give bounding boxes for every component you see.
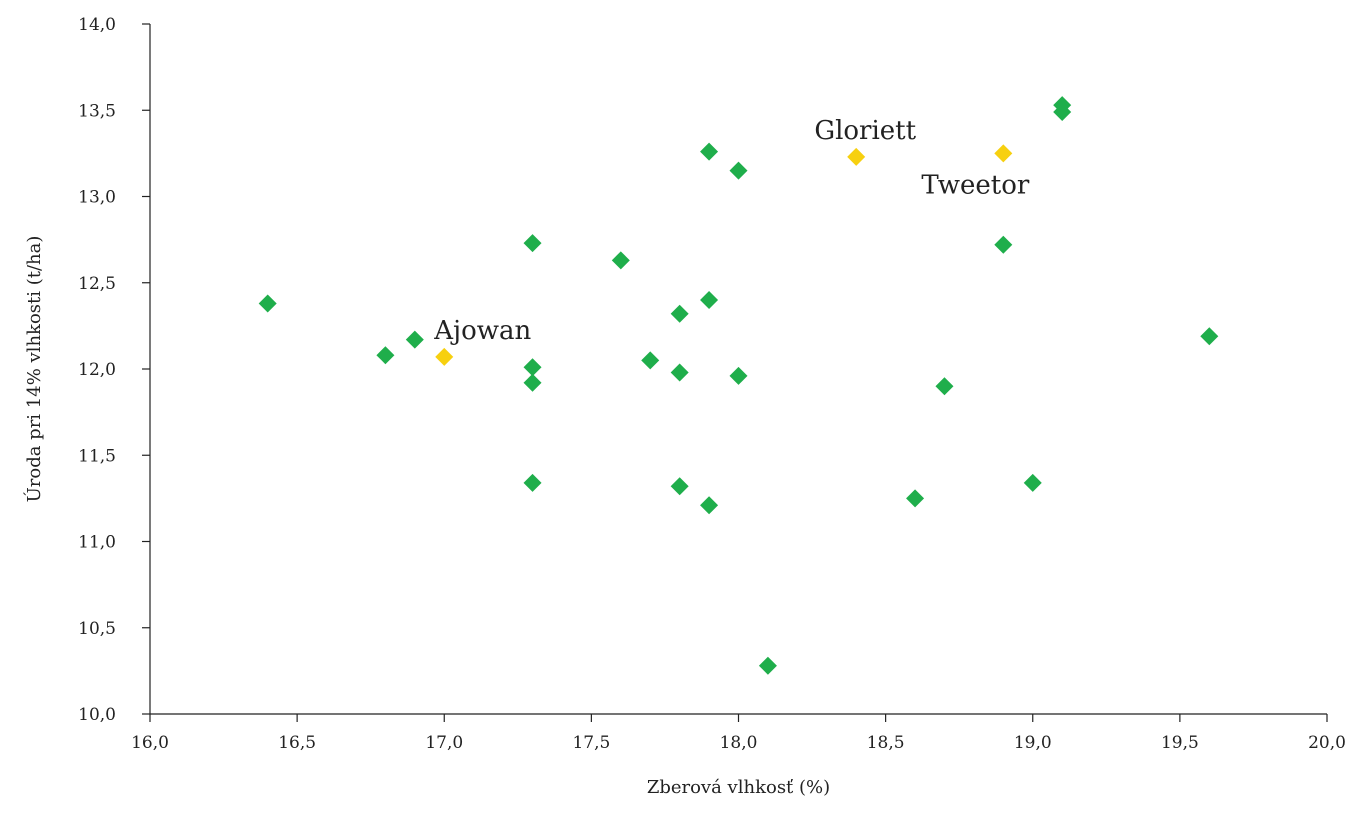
data-point <box>994 235 1013 254</box>
data-point <box>258 294 277 313</box>
y-axis-ticks: 10,0 10,5 11,0 11,5 12,0 12,5 13,0 13,5 14,0 <box>78 15 150 725</box>
data-point <box>523 234 542 253</box>
x-tick-label: 20,0 <box>1308 733 1346 753</box>
x-tick-label: 17,0 <box>425 733 463 753</box>
data-point <box>670 477 689 496</box>
data-point <box>729 366 748 385</box>
y-tick-label: 10,5 <box>78 619 116 639</box>
data-points <box>258 96 1219 675</box>
data-point <box>376 346 395 365</box>
data-point <box>641 351 660 370</box>
x-tick-label: 18,0 <box>720 733 758 753</box>
data-point <box>1053 102 1072 121</box>
y-tick-label: 12,5 <box>78 274 116 294</box>
data-point <box>523 373 542 392</box>
data-point <box>1023 473 1042 492</box>
data-point <box>405 330 424 349</box>
x-tick-label: 19,0 <box>1014 733 1052 753</box>
data-point <box>700 291 719 309</box>
x-axis-title: Zberová vlhkosť (%) <box>647 777 830 798</box>
x-tick-label: 16,5 <box>278 733 316 753</box>
data-point <box>935 377 954 396</box>
y-tick-label: 13,0 <box>78 188 116 208</box>
y-tick-label: 14,0 <box>78 15 116 35</box>
y-tick-label: 11,5 <box>78 446 116 466</box>
data-point <box>670 363 689 382</box>
highlighted-point <box>847 147 866 166</box>
x-tick-label: 16,0 <box>131 733 169 753</box>
data-point <box>523 473 542 492</box>
data-point <box>758 656 777 675</box>
x-axis-ticks: 16,0 16,5 17,0 17,5 18,0 18,5 19,0 19,5 20,0 <box>131 714 1346 753</box>
data-point <box>670 304 689 323</box>
data-point <box>700 496 719 515</box>
x-tick-label: 17,5 <box>572 733 610 753</box>
y-tick-label: 13,5 <box>78 101 116 121</box>
x-tick-label: 19,5 <box>1161 733 1199 753</box>
point-annotation-tweetor: Tweetor <box>921 170 1030 200</box>
point-annotation-ajowan: Ajowan <box>433 316 531 346</box>
y-tick-label: 10,0 <box>78 705 116 725</box>
highlighted-point <box>994 144 1013 163</box>
y-tick-label: 11,0 <box>78 533 116 553</box>
data-point <box>1200 327 1219 346</box>
data-point <box>611 251 630 270</box>
highlighted-point <box>435 347 454 366</box>
data-point <box>729 161 748 180</box>
data-point <box>906 489 925 508</box>
point-annotation-gloriett: Gloriett <box>814 116 916 146</box>
x-tick-label: 18,5 <box>867 733 905 753</box>
y-tick-label: 12,0 <box>78 360 116 380</box>
data-point <box>700 142 719 161</box>
data-point <box>523 358 542 377</box>
y-axis-title: Úroda pri 14% vlhkosti (t/ha) <box>22 236 45 503</box>
